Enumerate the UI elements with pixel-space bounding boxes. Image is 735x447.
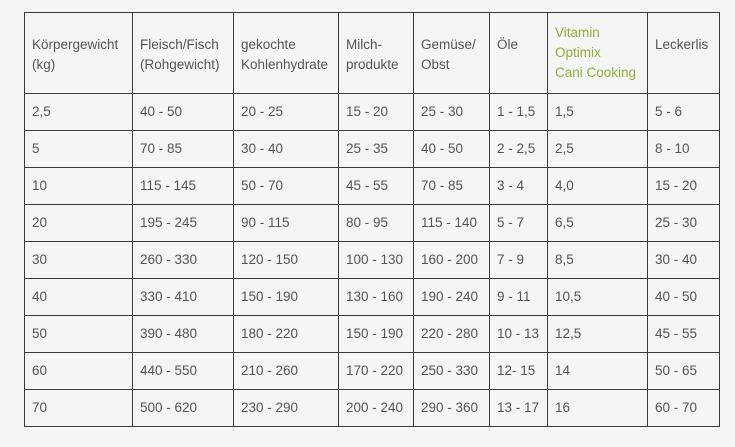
cell-treats: 25 - 30 <box>647 204 720 242</box>
table-row: 40 330 - 410 150 - 190 130 - 160 190 - 240 9 … <box>24 278 720 316</box>
cell-vegetables-fruit: 220 - 280 <box>413 315 490 353</box>
cell-treats: 5 - 6 <box>647 93 720 131</box>
header-treats: Leckerlis <box>647 12 720 94</box>
cell-oils: 9 - 11 <box>489 278 548 316</box>
table-header-row: Körpergewicht (kg) Fleisch/Fisch (Rohgew… <box>24 12 720 94</box>
cell-meat-fish: 390 - 480 <box>132 315 234 353</box>
table-row: 20 195 - 245 90 - 115 80 - 95 115 - 140 5 - 7… <box>24 204 720 242</box>
cell-treats: 40 - 50 <box>647 278 720 316</box>
cell-body-weight: 40 <box>24 278 133 316</box>
cell-treats: 8 - 10 <box>647 130 720 168</box>
cell-oils: 13 - 17 <box>489 389 548 427</box>
cell-carbohydrates: 230 - 290 <box>233 389 339 427</box>
cell-dairy: 45 - 55 <box>338 167 414 205</box>
cell-dairy: 170 - 220 <box>338 352 414 390</box>
header-dairy: Milch- produkte <box>338 12 414 94</box>
cell-body-weight: 60 <box>24 352 133 390</box>
cell-dairy: 15 - 20 <box>338 93 414 131</box>
cell-vitamin: 4,0 <box>547 167 648 205</box>
feeding-table-container: Körpergewicht (kg) Fleisch/Fisch (Rohgew… <box>24 12 720 427</box>
cell-dairy: 100 - 130 <box>338 241 414 279</box>
cell-vitamin: 6,5 <box>547 204 648 242</box>
cell-meat-fish: 500 - 620 <box>132 389 234 427</box>
header-meat-fish: Fleisch/Fisch (Rohgewicht) <box>132 12 234 94</box>
header-vegetables-fruit: Gemüse/ Obst <box>413 12 490 94</box>
table-row: 5 70 - 85 30 - 40 25 - 35 40 - 50 2 - 2,5 2,5 8… <box>24 130 720 168</box>
cell-meat-fish: 40 - 50 <box>132 93 234 131</box>
cell-dairy: 80 - 95 <box>338 204 414 242</box>
cell-meat-fish: 440 - 550 <box>132 352 234 390</box>
table-row: 50 390 - 480 180 - 220 150 - 190 220 - 280 10… <box>24 315 720 353</box>
cell-vitamin: 1,5 <box>547 93 648 131</box>
cell-treats: 45 - 55 <box>647 315 720 353</box>
cell-carbohydrates: 20 - 25 <box>233 93 339 131</box>
cell-dairy: 150 - 190 <box>338 315 414 353</box>
table-row: 60 440 - 550 210 - 260 170 - 220 250 - 330 12… <box>24 352 720 390</box>
cell-carbohydrates: 120 - 150 <box>233 241 339 279</box>
cell-vitamin: 8,5 <box>547 241 648 279</box>
cell-carbohydrates: 210 - 260 <box>233 352 339 390</box>
cell-body-weight: 70 <box>24 389 133 427</box>
cell-vegetables-fruit: 290 - 360 <box>413 389 490 427</box>
cell-vegetables-fruit: 115 - 140 <box>413 204 490 242</box>
cell-body-weight: 5 <box>24 130 133 168</box>
cell-vitamin: 12,5 <box>547 315 648 353</box>
cell-oils: 2 - 2,5 <box>489 130 548 168</box>
cell-treats: 30 - 40 <box>647 241 720 279</box>
cell-carbohydrates: 180 - 220 <box>233 315 339 353</box>
cell-vegetables-fruit: 70 - 85 <box>413 167 490 205</box>
table-row: 70 500 - 620 230 - 290 200 - 240 290 - 360 13… <box>24 389 720 427</box>
cell-meat-fish: 70 - 85 <box>132 130 234 168</box>
header-vitamin-link[interactable]: Vitamin Optimix Cani Cooking <box>547 12 648 94</box>
table-row: 10 115 - 145 50 - 70 45 - 55 70 - 85 3 - 4 4,0… <box>24 167 720 205</box>
cell-dairy: 25 - 35 <box>338 130 414 168</box>
cell-meat-fish: 195 - 245 <box>132 204 234 242</box>
cell-body-weight: 10 <box>24 167 133 205</box>
header-carbohydrates: gekochte Kohlenhydrate <box>233 12 339 94</box>
cell-vegetables-fruit: 250 - 330 <box>413 352 490 390</box>
cell-oils: 5 - 7 <box>489 204 548 242</box>
cell-body-weight: 50 <box>24 315 133 353</box>
cell-treats: 60 - 70 <box>647 389 720 427</box>
cell-carbohydrates: 50 - 70 <box>233 167 339 205</box>
header-body-weight: Körpergewicht (kg) <box>24 12 133 94</box>
cell-vitamin: 16 <box>547 389 648 427</box>
cell-vitamin: 2,5 <box>547 130 648 168</box>
cell-oils: 12- 15 <box>489 352 548 390</box>
cell-dairy: 130 - 160 <box>338 278 414 316</box>
cell-treats: 50 - 65 <box>647 352 720 390</box>
cell-meat-fish: 330 - 410 <box>132 278 234 316</box>
cell-treats: 15 - 20 <box>647 167 720 205</box>
cell-oils: 3 - 4 <box>489 167 548 205</box>
cell-carbohydrates: 30 - 40 <box>233 130 339 168</box>
cell-vitamin: 14 <box>547 352 648 390</box>
cell-body-weight: 2,5 <box>24 93 133 131</box>
cell-oils: 1 - 1,5 <box>489 93 548 131</box>
cell-vitamin: 10,5 <box>547 278 648 316</box>
cell-body-weight: 30 <box>24 241 133 279</box>
cell-oils: 10 - 13 <box>489 315 548 353</box>
cell-vegetables-fruit: 40 - 50 <box>413 130 490 168</box>
cell-meat-fish: 115 - 145 <box>132 167 234 205</box>
cell-dairy: 200 - 240 <box>338 389 414 427</box>
feeding-table: Körpergewicht (kg) Fleisch/Fisch (Rohgew… <box>24 12 720 427</box>
cell-vegetables-fruit: 160 - 200 <box>413 241 490 279</box>
cell-vegetables-fruit: 25 - 30 <box>413 93 490 131</box>
cell-body-weight: 20 <box>24 204 133 242</box>
cell-meat-fish: 260 - 330 <box>132 241 234 279</box>
cell-oils: 7 - 9 <box>489 241 548 279</box>
table-row: 2,5 40 - 50 20 - 25 15 - 20 25 - 30 1 - 1,5 1,… <box>24 93 720 131</box>
cell-carbohydrates: 90 - 115 <box>233 204 339 242</box>
cell-carbohydrates: 150 - 190 <box>233 278 339 316</box>
table-row: 30 260 - 330 120 - 150 100 - 130 160 - 200 7 … <box>24 241 720 279</box>
cell-vegetables-fruit: 190 - 240 <box>413 278 490 316</box>
header-oils: Öle <box>489 12 548 94</box>
